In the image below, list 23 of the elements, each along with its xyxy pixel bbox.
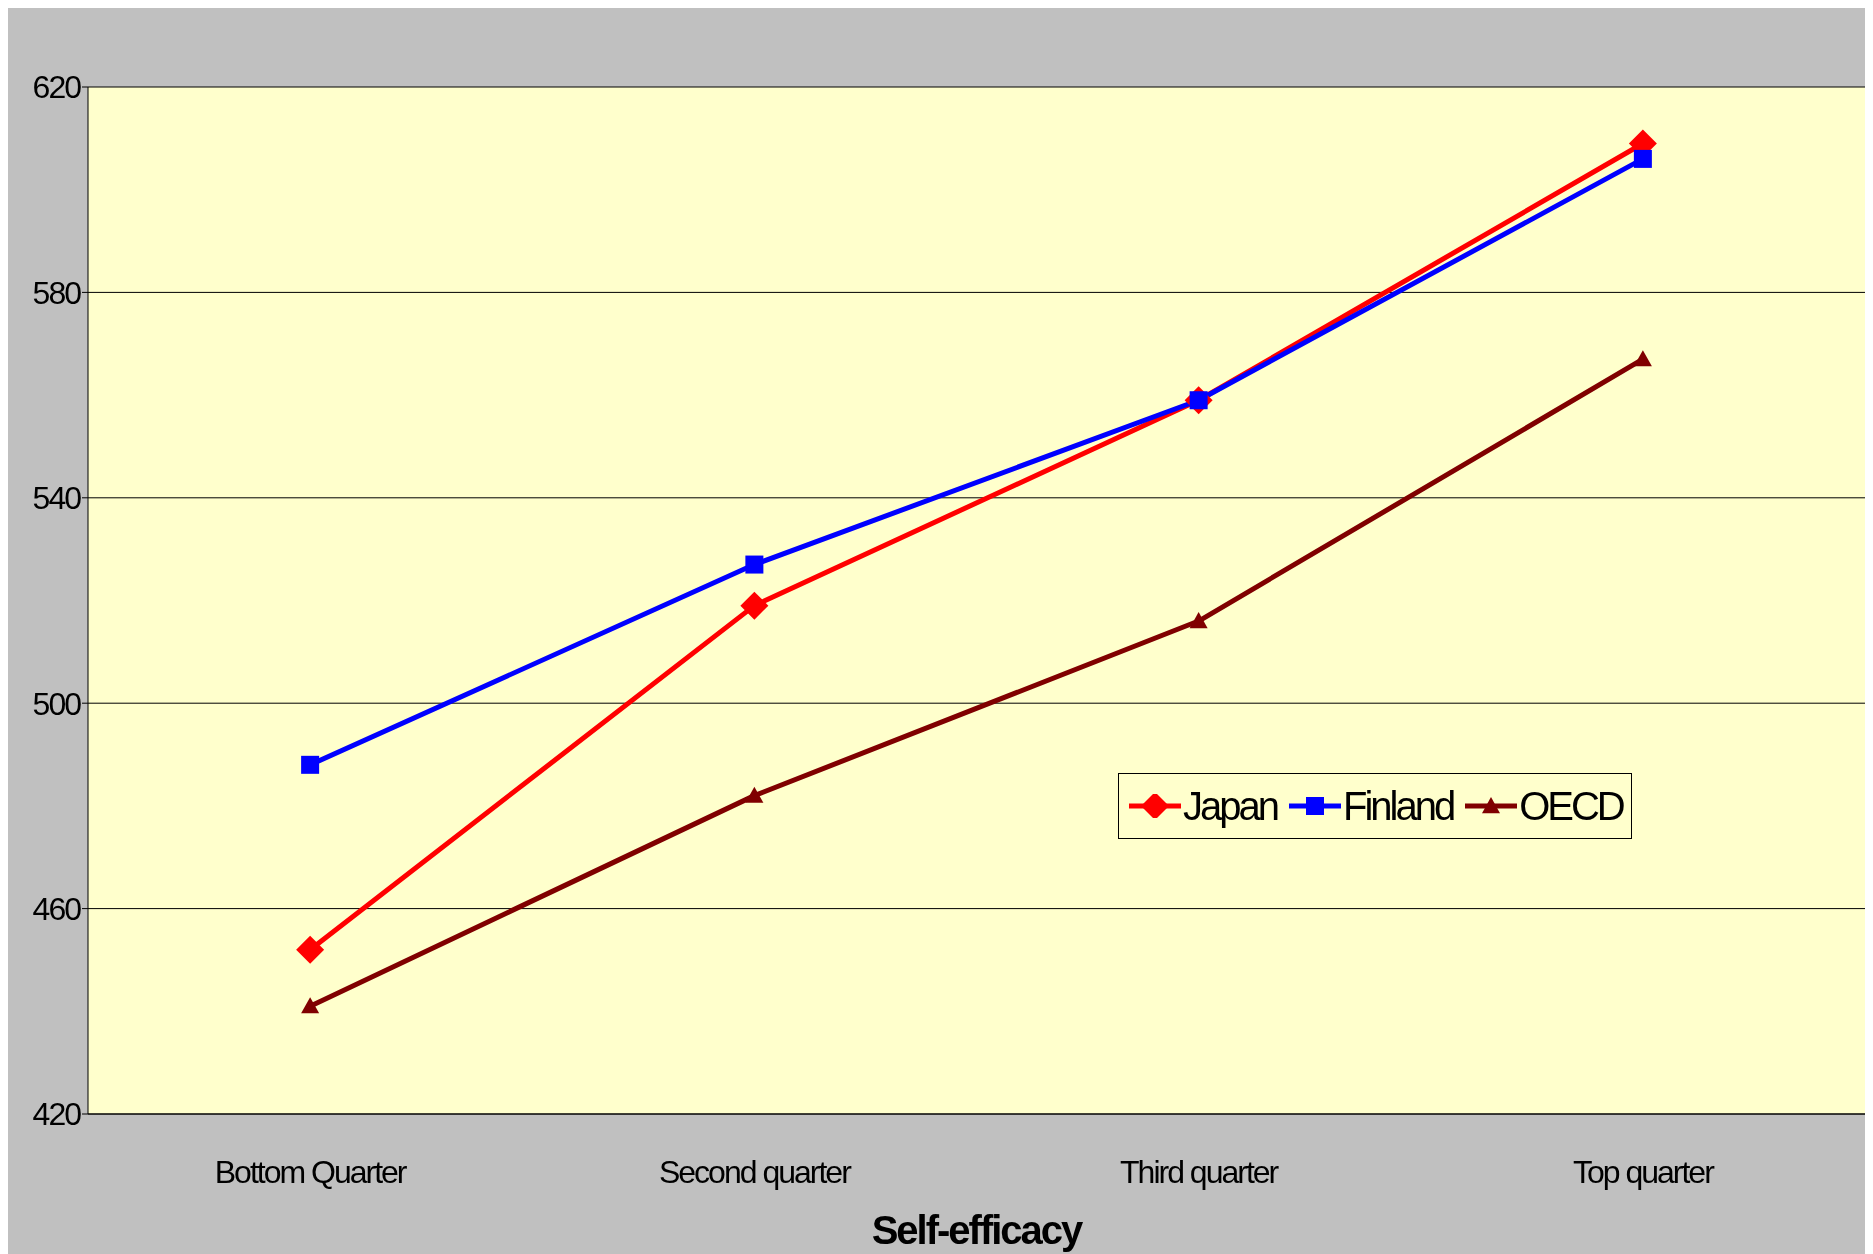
x-tick-label: Second quarter <box>658 1153 853 1190</box>
legend-label: Finland <box>1342 783 1454 830</box>
x-axis-title: Self-efficacy <box>871 1208 1085 1252</box>
point <box>301 997 320 1014</box>
point <box>1633 350 1652 367</box>
y-tick-label: 620 <box>32 69 82 106</box>
point <box>1633 149 1652 168</box>
x-tick-label: Top quarter <box>1572 1153 1716 1190</box>
point <box>301 755 320 774</box>
x-tick-label: Bottom Quarter <box>214 1153 408 1190</box>
y-tick-label: 580 <box>32 274 82 311</box>
point <box>740 591 769 620</box>
point <box>745 555 764 574</box>
y-tick-label: 420 <box>32 1096 82 1133</box>
x-tick-label: Third quarter <box>1120 1153 1280 1190</box>
point <box>1189 612 1208 629</box>
y-tick-label: 540 <box>32 480 82 517</box>
legend-label: OECD <box>1519 783 1623 830</box>
point <box>745 786 764 803</box>
y-tick-label: 460 <box>32 890 82 927</box>
y-tick-label: 500 <box>32 685 82 722</box>
point <box>296 935 325 964</box>
legend-label: Japan <box>1183 783 1277 830</box>
